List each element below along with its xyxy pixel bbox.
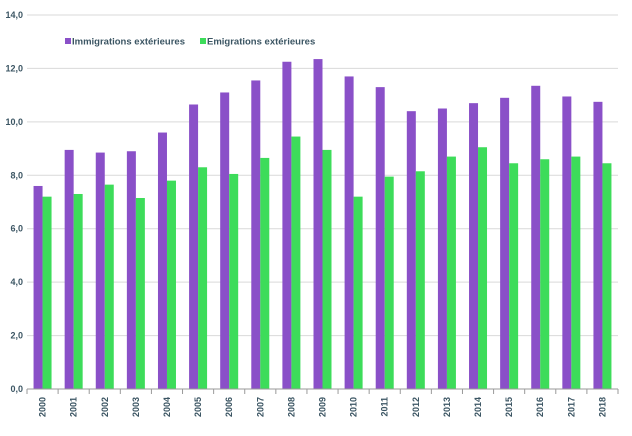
bar-immigrations-2003 xyxy=(126,151,136,389)
legend-swatch-immigrations xyxy=(65,38,71,44)
bar-immigrations-2001 xyxy=(64,149,74,389)
bar-immigrations-2006 xyxy=(220,92,230,389)
bar-emigrations-2001 xyxy=(73,193,83,389)
y-tick-label: 0,0 xyxy=(10,384,23,394)
x-tick-label: 2012 xyxy=(411,397,421,417)
bar-emigrations-2018 xyxy=(602,163,612,389)
bar-emigrations-2005 xyxy=(198,167,208,389)
x-tick-label: 2017 xyxy=(566,397,576,417)
y-tick-label: 4,0 xyxy=(10,277,23,287)
bar-immigrations-2007 xyxy=(251,80,261,389)
bar-emigrations-2013 xyxy=(446,156,456,389)
x-tick-label: 2015 xyxy=(504,397,514,417)
bar-emigrations-2004 xyxy=(166,180,176,389)
bar-immigrations-2012 xyxy=(406,111,416,390)
x-tick-label: 2013 xyxy=(442,397,452,417)
x-tick-label: 2016 xyxy=(535,397,545,417)
bar-immigrations-2000 xyxy=(33,185,43,389)
y-tick-label: 12,0 xyxy=(5,63,23,73)
bar-emigrations-2014 xyxy=(478,147,488,389)
y-tick-label: 14,0 xyxy=(5,10,23,20)
bar-emigrations-2000 xyxy=(42,196,52,389)
bar-immigrations-2009 xyxy=(313,59,323,389)
y-tick-label: 2,0 xyxy=(10,331,23,341)
bar-emigrations-2010 xyxy=(353,196,363,389)
x-tick-label: 2002 xyxy=(100,397,110,417)
x-tick-label: 2003 xyxy=(131,397,141,417)
x-tick-label: 2018 xyxy=(597,397,607,417)
bar-immigrations-2011 xyxy=(375,87,385,389)
bar-immigrations-2005 xyxy=(189,104,199,389)
bar-immigrations-2017 xyxy=(562,96,572,389)
x-tick-label: 2007 xyxy=(255,397,265,417)
bar-emigrations-2012 xyxy=(415,171,425,389)
bar-emigrations-2011 xyxy=(384,176,394,389)
bar-emigrations-2007 xyxy=(260,157,270,389)
bar-immigrations-2008 xyxy=(282,61,292,389)
bar-emigrations-2003 xyxy=(135,197,145,389)
legend-label-emigrations: Emigrations extérieures xyxy=(207,37,315,48)
bar-immigrations-2016 xyxy=(531,85,541,390)
x-tick-label: 2010 xyxy=(349,397,359,417)
x-tick-label: 2001 xyxy=(69,397,79,417)
x-tick-label: 2011 xyxy=(380,397,390,417)
bar-emigrations-2006 xyxy=(229,173,239,389)
axes xyxy=(26,388,619,394)
bar-immigrations-2013 xyxy=(437,108,447,389)
bars xyxy=(33,59,612,390)
y-axis-ticks: 0,0 2,0 4,0 6,0 8,0 10,0 12,0 14,0 xyxy=(5,10,23,394)
y-tick-label: 6,0 xyxy=(10,224,23,234)
bar-emigrations-2008 xyxy=(291,136,301,389)
legend: Immigrations extérieures Emigrations exté… xyxy=(65,37,315,48)
bar-emigrations-2009 xyxy=(322,149,332,389)
x-axis-ticks: 2000 2001 2002 2003 2004 2005 2006 2007 2008 2009… xyxy=(38,397,608,417)
x-tick-label: 2004 xyxy=(162,397,172,417)
bar-emigrations-2017 xyxy=(571,156,581,389)
x-tick-label: 2006 xyxy=(224,397,234,417)
bar-emigrations-2016 xyxy=(540,159,550,389)
bar-emigrations-2015 xyxy=(509,163,519,389)
legend-swatch-emigrations xyxy=(200,38,206,44)
x-tick-label: 2005 xyxy=(193,397,203,417)
y-tick-label: 8,0 xyxy=(10,170,23,180)
x-tick-label: 2009 xyxy=(318,397,328,417)
x-tick-label: 2014 xyxy=(473,397,483,417)
x-tick-label: 2000 xyxy=(38,397,48,417)
bar-immigrations-2015 xyxy=(500,97,510,390)
y-tick-label: 10,0 xyxy=(5,117,23,127)
bar-immigrations-2004 xyxy=(157,132,167,390)
bar-emigrations-2002 xyxy=(104,184,114,389)
bar-immigrations-2014 xyxy=(469,103,479,390)
bar-immigrations-2002 xyxy=(95,152,105,389)
x-tick-label: 2008 xyxy=(286,397,296,417)
bar-immigrations-2018 xyxy=(593,101,603,390)
legend-label-immigrations: Immigrations extérieures xyxy=(72,37,185,48)
bar-immigrations-2010 xyxy=(344,76,354,389)
